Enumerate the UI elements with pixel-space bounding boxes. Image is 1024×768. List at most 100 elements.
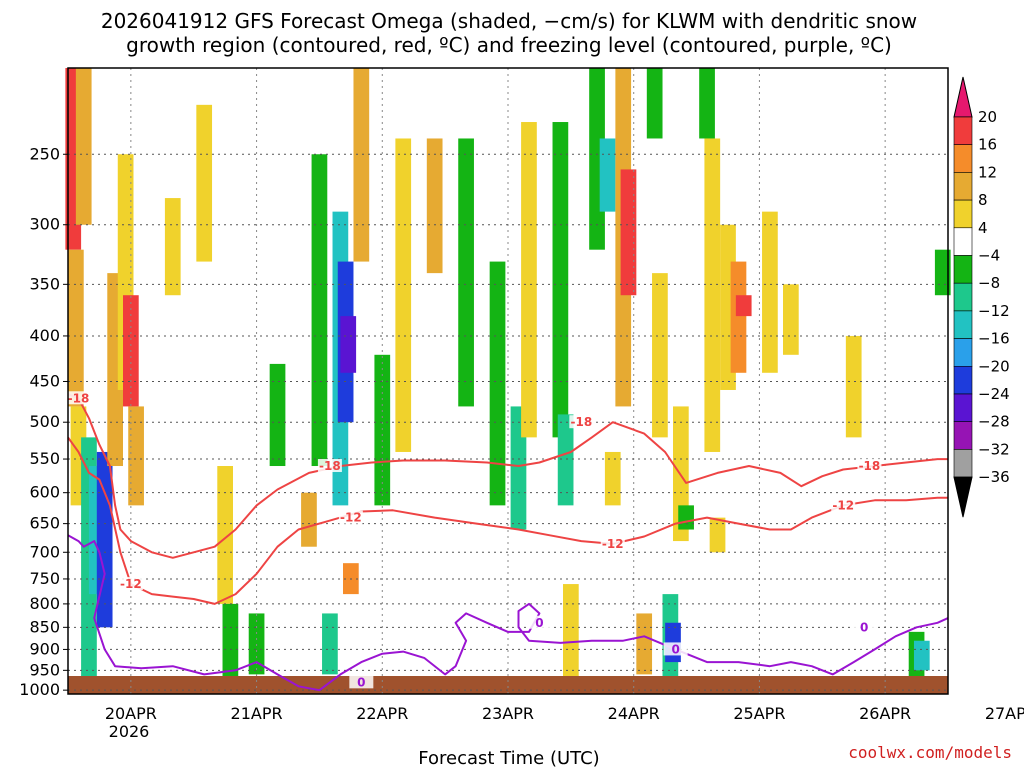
omega-cell [652, 273, 668, 438]
omega-cell [340, 316, 357, 373]
colorbar-swatch [953, 449, 973, 478]
colorbar-swatch [953, 365, 973, 395]
omega-cell [735, 295, 752, 317]
omega-cell [164, 198, 181, 296]
colorbar-tick-label: 8 [978, 191, 988, 209]
colorbar-tick-label: 20 [978, 108, 997, 126]
omega-cell [196, 104, 213, 262]
colorbar-tick-label: −28 [978, 413, 1010, 431]
omega-cell [762, 211, 778, 373]
omega-cell [458, 138, 474, 407]
contour-label: 0 [535, 616, 543, 630]
omega-cell [704, 138, 721, 452]
contour-label: -12 [602, 537, 624, 551]
y-tick-label: 800 [29, 594, 60, 613]
omega-shading-layer [65, 68, 951, 683]
omega-cell [845, 335, 862, 438]
colorbar-swatch [953, 172, 973, 201]
x-tick-label: 24APR [608, 704, 660, 723]
colorbar-top-cap [953, 76, 973, 118]
omega-cell [599, 138, 616, 212]
omega-cell [636, 613, 653, 675]
colorbar-swatch [953, 421, 973, 450]
y-tick-label: 650 [29, 514, 60, 533]
contour-label-bg [600, 536, 625, 550]
omega-cell [699, 68, 715, 139]
colorbar-swatch [953, 116, 973, 146]
chart-title-line-2: growth region (contoured, red, ºC) and f… [126, 33, 892, 57]
colorbar-swatch [953, 227, 973, 256]
colorbar-tick-label: −4 [978, 247, 1000, 265]
credit-text: coolwx.com/models [848, 743, 1012, 762]
x-tick-label: 26APR [859, 704, 911, 723]
colorbar-swatch [953, 393, 973, 423]
y-tick-label: 600 [29, 483, 60, 502]
y-tick-label: 250 [29, 144, 60, 163]
omega-cell [604, 451, 621, 506]
contour-label-bg [118, 577, 143, 591]
omega-cell [248, 613, 265, 675]
chart-title-line-1: 2026041912 GFS Forecast Omega (shaded, −… [101, 9, 917, 33]
omega-cell [489, 261, 506, 506]
contour-line [67, 393, 948, 559]
x-axis-label: Forecast Time (UTC) [418, 748, 599, 768]
contour-label-bg [831, 498, 856, 512]
x-tick-label: 20APR [105, 704, 157, 723]
colorbar: 20 16 12 8 4 −4 −8 −12 −16 −20 −24 −28 −32 −36 [953, 76, 1010, 518]
contour-line [67, 534, 949, 692]
y-tick-label: 900 [29, 639, 60, 658]
omega-cell [269, 363, 286, 467]
colorbar-swatch [953, 255, 973, 284]
omega-cell [68, 249, 84, 407]
y-tick-label: 1000 [19, 680, 60, 699]
colorbar-tick-label: −24 [978, 385, 1010, 403]
omega-cell [222, 603, 239, 683]
omega-cell [395, 138, 412, 452]
omega-cell [96, 451, 113, 628]
colorbar-tick-label: −8 [978, 274, 1000, 292]
x-axis-ticks: 20APR 21APR 22APR 23APR 24APR 25APR 26APR 27APR [105, 704, 1024, 723]
colorbar-swatch [953, 144, 973, 173]
x-tick-label: 21APR [231, 704, 283, 723]
colorbar-swatch [953, 310, 973, 339]
contour-label-bg [527, 615, 552, 629]
colorbar-tick-label: −16 [978, 330, 1010, 348]
contour-label: -12 [120, 577, 142, 591]
y-tick-label: 500 [29, 412, 60, 431]
contour-label: -12 [832, 498, 854, 512]
omega-cell [678, 505, 694, 530]
y-tick-label: 850 [29, 617, 60, 636]
colorbar-tick-label: 4 [978, 219, 988, 237]
contour-label-bg [857, 459, 882, 473]
omega-cell [426, 138, 443, 274]
contour-label-bg [569, 415, 594, 429]
colorbar-tick-label: 16 [978, 136, 997, 154]
y-tick-label: 450 [29, 371, 60, 390]
x-tick-label: 27APR [985, 704, 1024, 723]
contour-label-bg [349, 675, 374, 689]
colorbar-tick-label: 12 [978, 163, 997, 181]
y-tick-label: 400 [29, 326, 60, 345]
y-tick-label: 750 [29, 569, 60, 588]
y-tick-label: 950 [29, 660, 60, 679]
y-axis-ticks: 250 300 350 400 450 500 550 600 650 700 750 800 850 9… [19, 144, 68, 699]
contour-label-bg [852, 620, 877, 634]
omega-cell [521, 122, 537, 438]
y-tick-label: 700 [29, 542, 60, 561]
contour-label: -18 [570, 415, 592, 429]
omega-cell [75, 68, 92, 225]
colorbar-swatch [953, 199, 973, 229]
contour-label-bg [338, 510, 363, 524]
contour-label: 0 [671, 642, 679, 656]
contour-label-bg [317, 459, 342, 473]
colorbar-swatch [953, 282, 973, 312]
omega-cell [709, 517, 726, 553]
terrain-ground [68, 676, 948, 694]
contour-label: -18 [68, 391, 90, 405]
omega-cell [730, 261, 747, 373]
contour-label-bg [663, 642, 688, 656]
colorbar-swatch [953, 338, 973, 367]
contour-label: 0 [860, 620, 868, 634]
y-tick-label: 300 [29, 215, 60, 234]
omega-cell [217, 466, 233, 604]
